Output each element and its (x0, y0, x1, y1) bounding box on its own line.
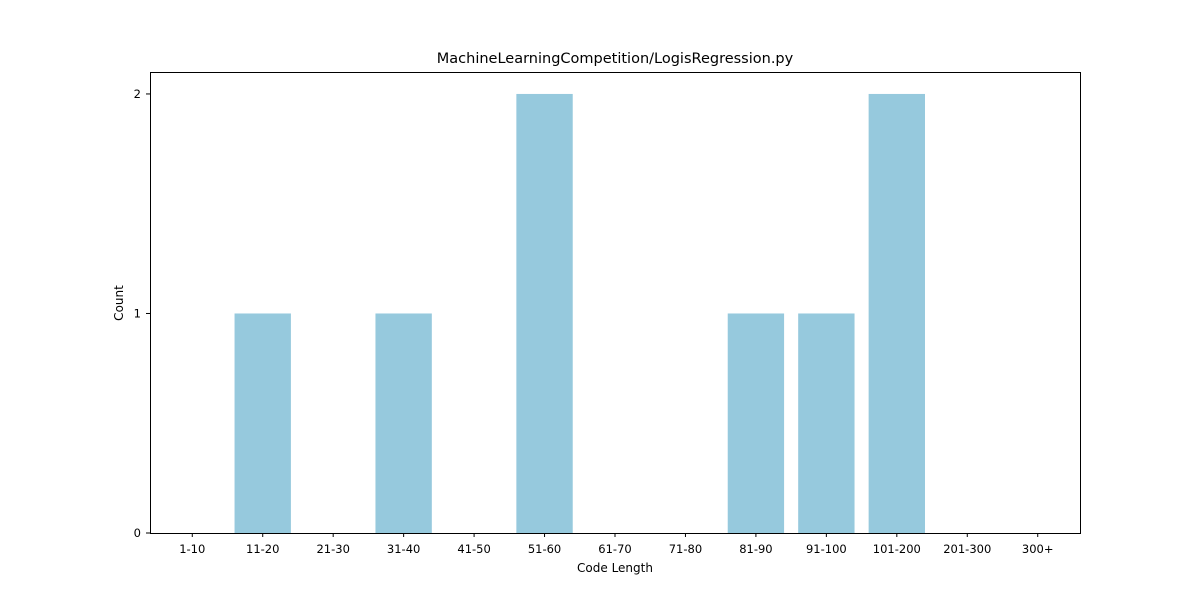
x-tick-label: 201-300 (943, 542, 991, 556)
y-axis-label: Count (112, 285, 126, 321)
bar-51-60 (516, 93, 573, 533)
y-tick-label: 0 (134, 526, 141, 540)
x-tick-label: 31-40 (387, 542, 420, 556)
x-tick-label: 11-20 (246, 542, 279, 556)
bar-91-100 (798, 313, 855, 533)
y-tick-label: 2 (134, 87, 141, 101)
bars-group (234, 93, 925, 533)
x-tick-label: 81-90 (739, 542, 772, 556)
bar-101-200 (868, 93, 925, 533)
bar-31-40 (375, 313, 432, 533)
bar-11-20 (234, 313, 291, 533)
x-tick-label: 51-60 (528, 542, 561, 556)
x-tick-label: 91-100 (806, 542, 847, 556)
y-tick-label: 1 (134, 306, 141, 320)
x-tick-label: 71-80 (669, 542, 702, 556)
bar-81-90 (727, 313, 785, 533)
x-tick-label: 1-10 (179, 542, 205, 556)
x-tick-label: 61-70 (598, 542, 631, 556)
x-axis: 1-10 11-20 21-30 31-40 41-50 51-60 61-70 71-80 8… (179, 533, 1054, 556)
x-tick-label: 41-50 (457, 542, 490, 556)
y-axis: 0 1 2 (134, 87, 150, 540)
x-axis-label: Code Length (577, 561, 653, 575)
x-tick-label: 21-30 (316, 542, 349, 556)
x-tick-label: 300+ (1022, 542, 1054, 556)
x-tick-label: 101-200 (873, 542, 921, 556)
chart-title: MachineLearningCompetition/LogisRegressi… (437, 51, 794, 67)
